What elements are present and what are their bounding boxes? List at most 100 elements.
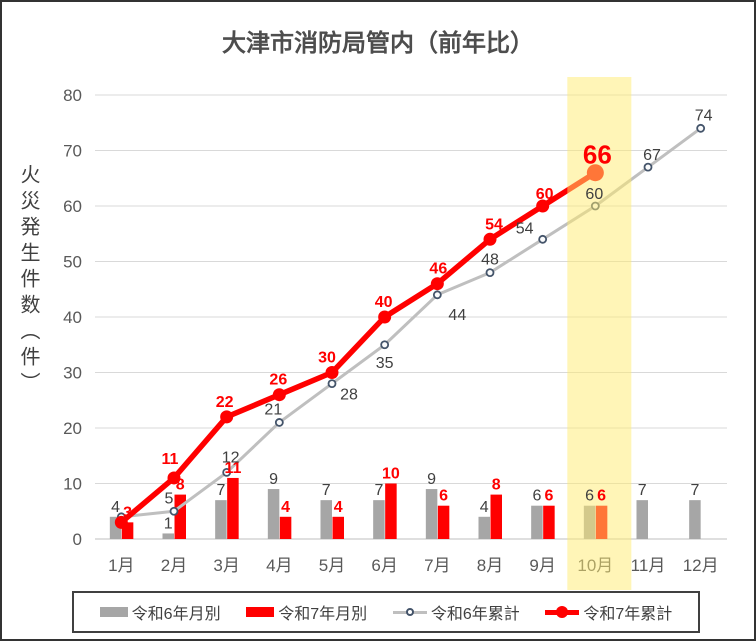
reiwa6-cumulative-point — [327, 379, 337, 389]
reiwa6-monthly-bar — [636, 500, 648, 539]
cumulative-data-label: 26 — [269, 372, 287, 389]
cumulative-data-label: 54 — [516, 220, 534, 237]
cumulative-data-label: 44 — [448, 307, 466, 324]
y-axis-title: 火災発生件数（件） — [17, 164, 39, 398]
reiwa7-monthly-bar — [543, 505, 555, 539]
reiwa7-cumulative-point — [220, 410, 234, 424]
y-axis-tick-label: 10 — [63, 475, 82, 494]
reiwa6-monthly-bar — [373, 500, 385, 539]
x-axis-tick-label: 2月 — [161, 556, 187, 575]
reiwa6-monthly-bar — [215, 500, 227, 539]
cumulative-data-label: 5 — [165, 490, 174, 507]
legend-item-reiwa6-cumulative: 令和6年累計 — [392, 600, 520, 624]
x-axis-tick-label: 12月 — [683, 556, 719, 575]
cumulative-data-label: 54 — [485, 216, 503, 233]
legend-item-reiwa6-monthly: 令和6年月別 — [99, 600, 221, 624]
red-line-swatch-icon — [545, 606, 580, 618]
legend-label: 令和7年月別 — [278, 606, 368, 623]
bar-data-label: 6 — [439, 488, 448, 505]
cumulative-data-label: 12 — [222, 449, 240, 466]
legend-item-reiwa7-monthly: 令和7年月別 — [246, 600, 367, 624]
reiwa6-cumulative-point — [432, 290, 442, 300]
bar-data-label: 7 — [322, 482, 331, 499]
cumulative-data-label: 40 — [375, 294, 393, 311]
emphasized-cumulative-label: 66 — [583, 140, 612, 170]
y-axis-tick-label: 30 — [63, 364, 82, 383]
cumulative-data-label: 60 — [536, 186, 554, 203]
x-axis-tick-label: 9月 — [529, 556, 555, 575]
reiwa6-monthly-bar — [689, 500, 701, 539]
gray-line-swatch-icon — [392, 608, 427, 616]
reiwa7-cumulative-point — [272, 388, 286, 402]
cumulative-data-label: 30 — [318, 350, 336, 367]
cumulative-data-label: 67 — [643, 147, 661, 164]
reiwa6-cumulative-point — [538, 234, 548, 244]
bar-data-label: 7 — [374, 482, 383, 499]
reiwa7-cumulative-line — [118, 169, 599, 526]
reiwa6-cumulative-point — [274, 418, 284, 427]
bar-data-label: 6 — [585, 488, 594, 505]
y-axis-tick-label: 60 — [63, 197, 82, 216]
bar-data-label: 8 — [492, 477, 501, 494]
reiwa7-monthly-bar — [437, 505, 450, 539]
reiwa6-cumulative-point — [380, 340, 390, 350]
legend: 令和6年月別 令和7年月別 令和6年累計 令和7年累計 — [72, 591, 700, 633]
bar-data-label: 4 — [480, 499, 489, 516]
reiwa6-monthly-bar — [478, 516, 490, 539]
legend-item-reiwa7-cumulative: 令和7年累計 — [545, 600, 672, 624]
x-axis-tick-label: 3月 — [213, 556, 239, 575]
reiwa7-monthly-bar — [174, 494, 186, 539]
reiwa7-monthly-bar — [385, 483, 397, 539]
red-bar-swatch-icon — [246, 607, 275, 617]
cumulative-data-label: 48 — [481, 252, 499, 269]
bar-data-label: 7 — [690, 482, 699, 499]
reiwa6-monthly-bar — [267, 489, 280, 539]
reiwa7-monthly-bar — [332, 516, 344, 539]
bar-data-label: 1 — [164, 515, 173, 532]
reiwa7-monthly-bar — [490, 494, 502, 539]
cumulative-data-label: 11 — [162, 451, 179, 468]
bar-data-label: 7 — [638, 482, 647, 499]
y-axis-tick-label: 70 — [63, 142, 82, 161]
reiwa7-cumulative-point — [430, 277, 444, 291]
x-axis-tick-label: 11月 — [631, 556, 666, 575]
reiwa6-monthly-bar — [109, 516, 122, 539]
bar-data-label: 6 — [597, 488, 606, 505]
cumulative-data-label: 46 — [429, 261, 447, 278]
reiwa6-monthly-bar — [531, 505, 543, 539]
legend-label: 令和6年月別 — [131, 606, 221, 623]
cumulative-data-label: 35 — [376, 355, 394, 372]
reiwa6-cumulative-point — [169, 506, 179, 516]
cumulative-data-label: 74 — [695, 107, 713, 124]
bar-data-label: 6 — [532, 488, 541, 505]
x-axis-tick-label: 7月 — [424, 556, 450, 575]
reiwa6-cumulative-point — [696, 123, 706, 133]
y-axis-tick-label: 0 — [73, 530, 82, 549]
reiwa6-monthly-bar — [162, 533, 174, 539]
reiwa6-cumulative-point — [222, 467, 232, 477]
reiwa7-cumulative-point — [114, 515, 128, 529]
legend-label: 令和6年累計 — [430, 606, 520, 623]
reiwa6-cumulative-point — [485, 268, 495, 278]
reiwa7-cumulative-point — [483, 232, 497, 246]
x-axis-tick-label: 4月 — [266, 556, 292, 575]
bar-data-label: 3 — [123, 504, 132, 521]
x-axis-tick-label: 6月 — [371, 556, 397, 575]
reiwa6-cumulative-point — [643, 162, 653, 172]
x-axis-tick-label: 1月 — [108, 556, 134, 575]
open-circle-marker-icon — [405, 608, 414, 616]
cumulative-data-label: 28 — [340, 387, 358, 404]
legend-label: 令和7年累計 — [583, 606, 673, 623]
y-axis-tick-label: 20 — [63, 419, 82, 438]
filled-circle-marker-icon — [556, 606, 569, 618]
reiwa7-cumulative-point — [167, 471, 181, 485]
y-axis-tick-label: 50 — [63, 253, 82, 272]
reiwa7-cumulative-point — [536, 199, 550, 213]
reiwa7-monthly-bar — [121, 522, 134, 539]
reiwa6-monthly-bar — [425, 489, 438, 539]
bar-data-label: 4 — [111, 499, 120, 516]
cumulative-data-label: 60 — [585, 186, 603, 203]
x-axis-tick-label: 8月 — [477, 556, 503, 575]
